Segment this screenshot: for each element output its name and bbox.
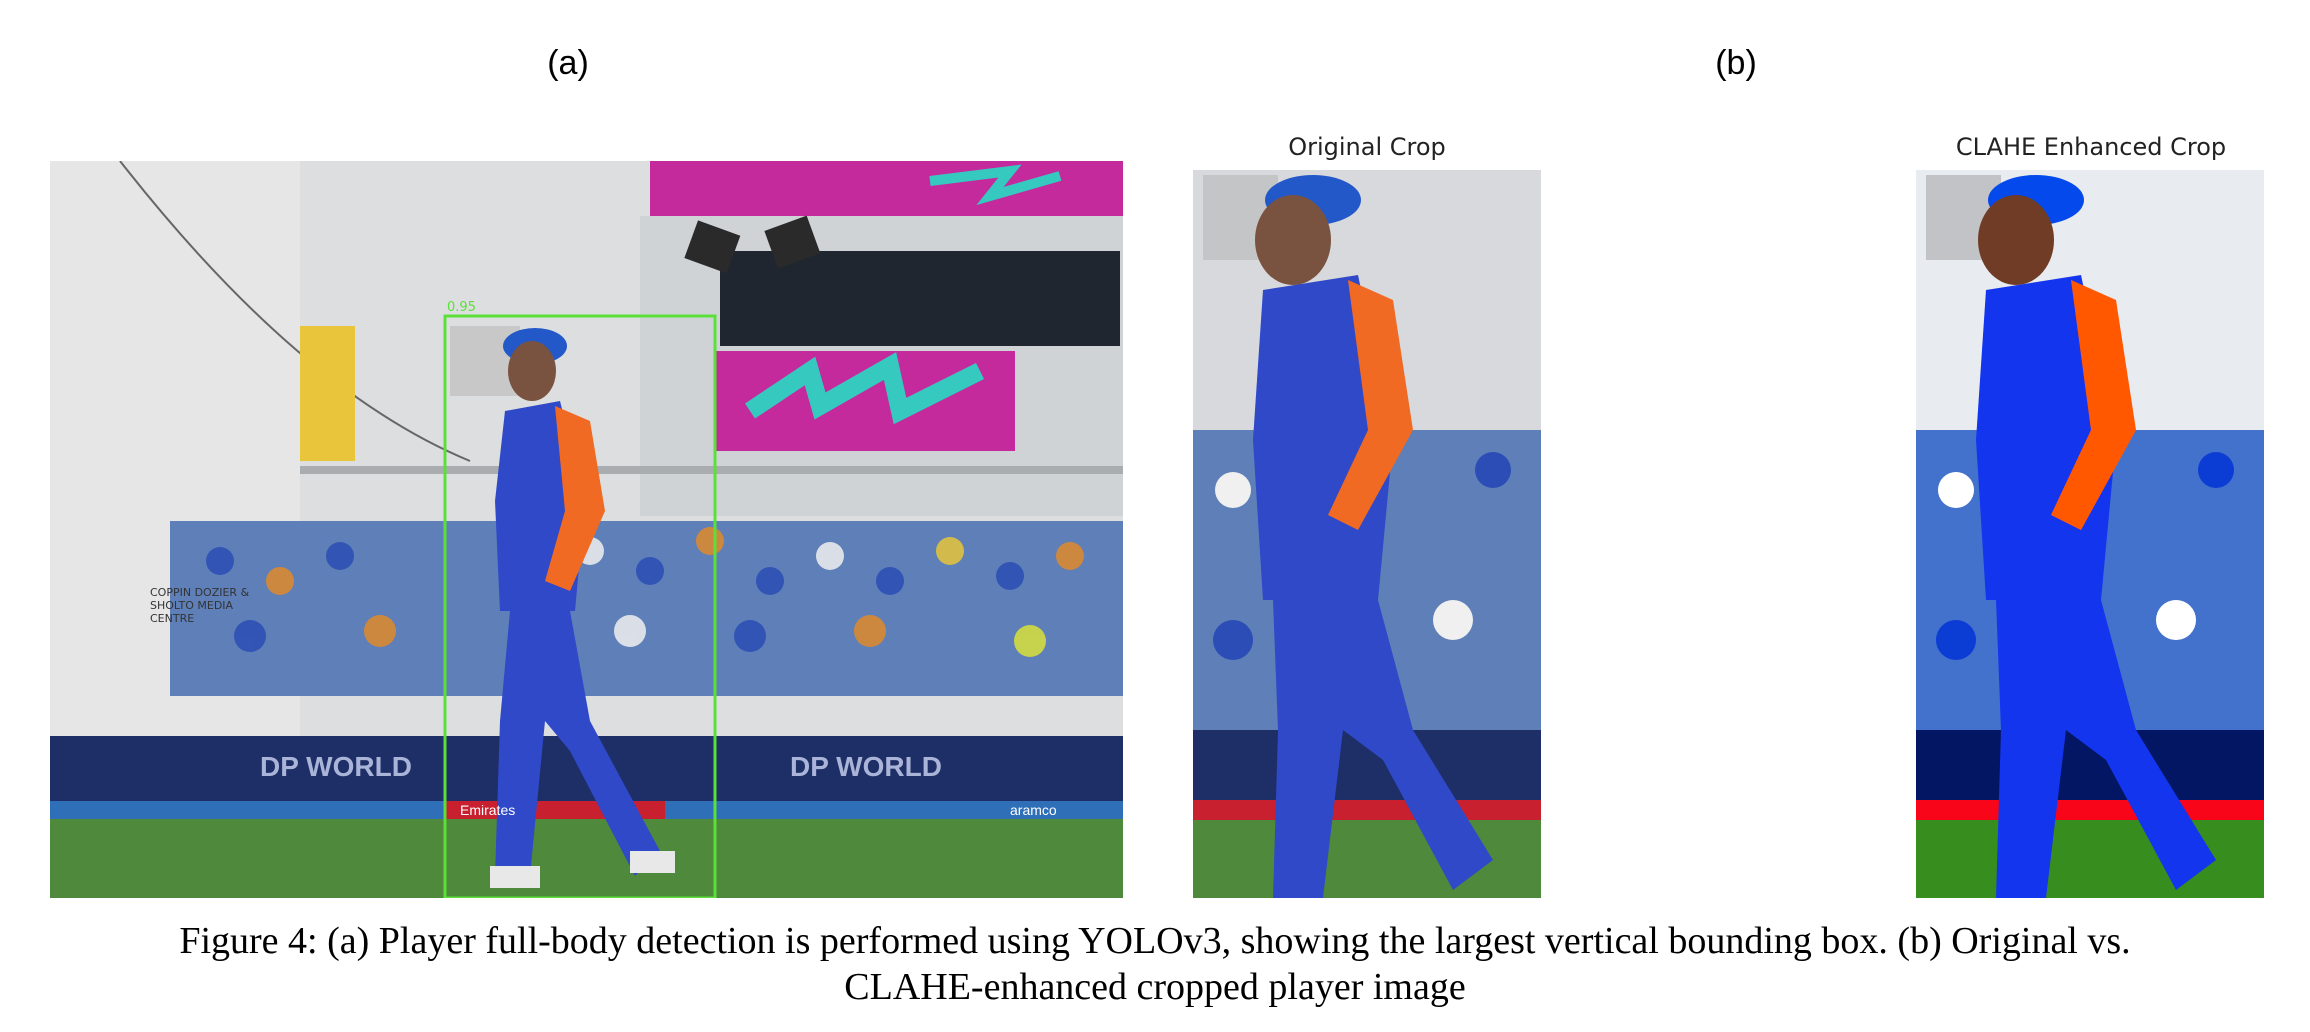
- media-centre-sign: COPPIN DOZIER & SHOLTO MEDIA CENTRE: [150, 586, 250, 625]
- board-text-dp-world-2: DP WORLD: [790, 751, 942, 782]
- original-crop-title: Original Crop: [1288, 133, 1446, 161]
- caption-line-1: Figure 4: (a) Player full-body detection…: [179, 920, 2131, 962]
- caption-line-2: CLAHE-enhanced cropped player image: [844, 966, 1466, 1008]
- player-figure: [490, 328, 675, 888]
- board-text-emirates: Emirates: [460, 802, 516, 818]
- detection-photo: 0.95 COPPIN DOZIER & SHOLTO MEDIA CENTRE…: [50, 161, 1123, 898]
- figure-caption: Figure 4: (a) Player full-body detection…: [60, 918, 2250, 1010]
- clahe-crop-title: CLAHE Enhanced Crop: [1955, 133, 2227, 161]
- panel-label-b: (b): [1715, 44, 1757, 82]
- board-text-aramco: aramco: [1010, 802, 1057, 818]
- detection-bounding-box: [443, 314, 717, 898]
- clahe-crop-photo: [1916, 170, 2264, 898]
- panel-label-a: (a): [547, 44, 589, 82]
- board-text-dp-world: DP WORLD: [260, 751, 412, 782]
- bbox-score-label: 0.95: [447, 300, 476, 315]
- original-crop-photo: [1193, 170, 1541, 898]
